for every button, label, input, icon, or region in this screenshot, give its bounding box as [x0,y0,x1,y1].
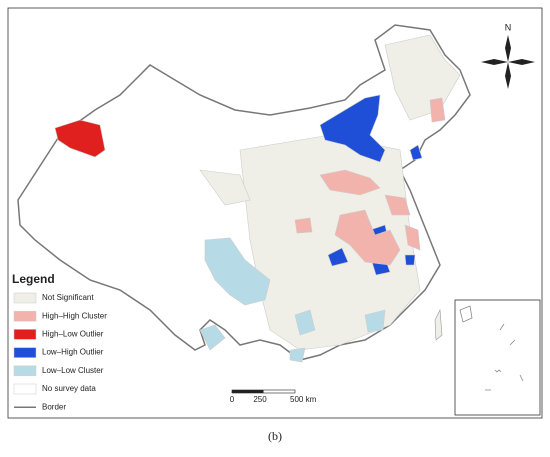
region [54,119,106,158]
legend-label: High–High Cluster [42,311,107,320]
legend-label: Not Significant [42,293,94,302]
legend-label: No survey data [42,384,96,393]
scale-label: 500 km [290,395,317,404]
legend-swatch [13,310,37,322]
legend-swatch [13,329,37,340]
region [199,237,386,363]
caption: (b) [268,429,282,443]
map [17,24,471,363]
scale-bar [231,389,296,394]
legend-swatch [13,383,37,395]
legend-label: Border [42,402,66,411]
scale-label: 250 [253,395,267,404]
region [199,169,251,206]
region [319,94,386,163]
region [294,97,446,266]
legend-label: Low–High Outlier [42,348,104,357]
legend-swatch [13,347,37,358]
legend-swatch [13,365,37,377]
legend-label: High–Low Outlier [42,330,104,339]
inset-islands [459,305,524,391]
scale-label: 0 [230,395,235,404]
legend-label: Low–Low Cluster [42,366,104,375]
north-label: N [505,22,512,32]
legend-swatch [13,292,37,304]
inset-frame [454,299,541,416]
north-arrow: N [481,22,535,89]
taiwan [434,308,443,341]
legend-title: Legend [12,272,55,286]
